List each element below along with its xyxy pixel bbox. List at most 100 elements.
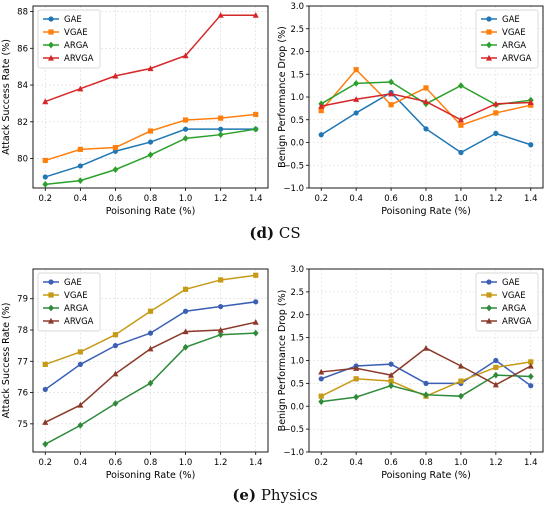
x-tick-label: 0.4 — [74, 194, 88, 204]
data-point-arga — [182, 134, 189, 142]
legend-label-gae: GAE — [502, 278, 520, 288]
data-point-arvga — [492, 381, 499, 388]
legend-marker-vgae — [48, 29, 54, 35]
caption-e-text: Physics — [260, 486, 318, 504]
y-tick-label: 2.5 — [290, 25, 304, 35]
data-point-gae — [253, 299, 259, 305]
data-point-vgae — [493, 110, 499, 116]
y-tick-label: 75 — [17, 420, 28, 430]
data-point-arga — [147, 379, 154, 387]
x-tick-label: 0.2 — [39, 194, 53, 204]
data-point-arvga — [388, 371, 395, 378]
caption-d-text: CS — [278, 224, 301, 242]
data-point-arga — [252, 125, 259, 133]
data-point-vgae — [318, 393, 324, 399]
data-point-gae — [528, 142, 534, 148]
chart-e-left: 0.2 0.4 0.6 0.8 1.0 1.2 1.4 75 76 77 78 79 Poisoning… — [1, 268, 269, 481]
data-point-vgae — [458, 378, 464, 384]
y-tick-label: 1.0 — [290, 93, 304, 103]
data-point-vgae — [388, 378, 394, 384]
data-point-arga — [353, 79, 360, 87]
x-tick-label: 1.2 — [214, 194, 228, 204]
data-point-vgae — [147, 308, 154, 314]
data-point-arvga — [527, 99, 534, 106]
y-axis-label: Benign Performance Drop (%) — [277, 26, 288, 168]
x-tick-label: 0.2 — [314, 194, 328, 204]
x-axis-label: Poisoning Rate (%) — [381, 206, 471, 217]
data-point-arvga — [527, 362, 534, 369]
legend-marker-gae — [486, 16, 492, 22]
data-point-gae — [423, 126, 429, 132]
legend-label-arvga: ARVGA — [502, 317, 532, 327]
data-point-gae — [528, 383, 534, 389]
x-tick-label: 1.0 — [454, 458, 468, 468]
y-tick-label: 80 — [17, 155, 28, 165]
y-tick-label: 2.5 — [290, 288, 304, 298]
x-axis-label: Poisoning Rate (%) — [381, 470, 471, 481]
data-point-gae — [388, 361, 394, 367]
data-point-arvga — [182, 52, 189, 59]
data-point-vgae — [218, 277, 224, 283]
data-point-arvga — [217, 326, 224, 333]
x-axis-label: Poisoning Rate (%) — [106, 206, 196, 217]
data-point-vgae — [112, 332, 119, 338]
x-tick-label: 1.0 — [179, 194, 193, 204]
caption-d-label: (d) — [249, 224, 275, 242]
x-tick-label: 1.4 — [249, 194, 263, 204]
data-point-gae — [42, 386, 48, 393]
data-point-arvga — [252, 318, 259, 325]
data-point-arga — [42, 180, 49, 188]
x-tick-label: 0.4 — [349, 194, 363, 204]
x-tick-label: 0.8 — [419, 194, 433, 204]
x-tick-label: 1.2 — [489, 458, 503, 468]
data-point-arga — [112, 166, 119, 174]
data-point-arga — [112, 400, 119, 407]
data-point-gae — [182, 308, 189, 314]
legend-label-gae: GAE — [64, 278, 82, 288]
legend-marker-vgae — [486, 292, 492, 298]
legend-marker-arga — [48, 41, 54, 49]
x-tick-label: 1.4 — [249, 458, 263, 468]
legend-label-vgae: VGAE — [502, 28, 526, 38]
y-tick-label: 0.0 — [290, 402, 304, 412]
legend-box — [37, 272, 101, 332]
legend-label-gae: GAE — [502, 15, 520, 25]
data-point-arvga — [42, 419, 49, 425]
data-point-gae — [318, 376, 324, 382]
data-point-arvga — [492, 100, 499, 107]
data-point-arga — [217, 131, 224, 139]
legend-marker-arga — [486, 41, 492, 49]
data-point-arga — [182, 343, 189, 351]
y-tick-label: −0.5 — [283, 425, 304, 435]
data-point-arga — [492, 371, 499, 379]
legend-marker-arvga — [48, 317, 54, 324]
y-axis-label: Benign Performance Drop (%) — [277, 290, 288, 432]
data-point-gae — [147, 330, 154, 336]
data-point-vgae — [77, 349, 83, 355]
legend-label-gae: GAE — [64, 15, 82, 25]
data-point-arvga — [457, 362, 464, 369]
data-point-vgae — [182, 117, 189, 123]
data-point-gae — [42, 174, 48, 180]
legend-marker-vgae — [48, 292, 54, 298]
y-tick-label: 1.5 — [290, 70, 304, 80]
data-point-vgae — [182, 286, 189, 292]
data-point-gae — [318, 132, 324, 138]
x-tick-label: 0.6 — [384, 194, 398, 204]
data-point-arga — [388, 382, 394, 390]
caption-e-label: (e) — [232, 486, 257, 504]
legend-label-arvga: ARVGA — [64, 54, 94, 64]
x-axis-label: Poisoning Rate (%) — [106, 470, 196, 481]
legend-label-vgae: VGAE — [64, 291, 88, 301]
legend: GAE VGAE ARGA ARVGA — [37, 9, 101, 69]
legend-box — [475, 9, 539, 69]
y-tick-label: 0.0 — [290, 139, 304, 149]
y-axis-label: Attack Success Rate (%) — [1, 39, 12, 155]
data-point-vgae — [528, 102, 534, 108]
x-tick-label: 0.2 — [314, 458, 328, 468]
data-point-gae — [147, 139, 154, 145]
legend-label-arvga: ARVGA — [64, 317, 94, 327]
data-point-arvga — [77, 85, 84, 92]
data-point-gae — [353, 110, 359, 116]
